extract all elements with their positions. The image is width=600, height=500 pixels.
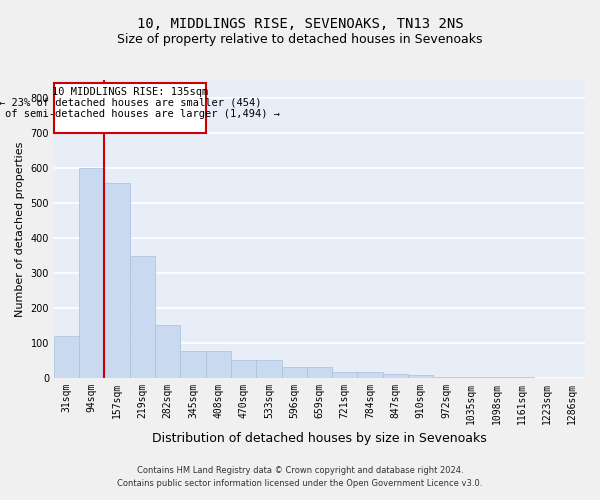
Bar — [307, 367, 332, 378]
X-axis label: Distribution of detached houses by size in Sevenoaks: Distribution of detached houses by size … — [152, 432, 487, 445]
Bar — [458, 377, 484, 378]
Bar — [181, 352, 206, 378]
Text: 76% of semi-detached houses are larger (1,494) →: 76% of semi-detached houses are larger (… — [0, 108, 280, 118]
Bar — [54, 336, 79, 378]
Bar — [104, 184, 130, 378]
Text: Contains HM Land Registry data © Crown copyright and database right 2024.
Contai: Contains HM Land Registry data © Crown c… — [118, 466, 482, 487]
Bar — [231, 360, 256, 378]
Text: 10, MIDDLINGS RISE, SEVENOAKS, TN13 2NS: 10, MIDDLINGS RISE, SEVENOAKS, TN13 2NS — [137, 18, 463, 32]
FancyBboxPatch shape — [55, 83, 206, 133]
Bar — [206, 352, 231, 378]
Text: 10 MIDDLINGS RISE: 135sqm: 10 MIDDLINGS RISE: 135sqm — [52, 87, 208, 97]
Bar — [130, 256, 155, 378]
Y-axis label: Number of detached properties: Number of detached properties — [15, 141, 25, 316]
Bar — [256, 360, 281, 378]
Bar — [79, 168, 104, 378]
Text: Size of property relative to detached houses in Sevenoaks: Size of property relative to detached ho… — [117, 32, 483, 46]
Bar — [433, 377, 458, 378]
Bar — [358, 372, 383, 378]
Bar — [332, 372, 358, 378]
Bar — [408, 375, 433, 378]
Bar — [383, 374, 408, 378]
Bar — [155, 325, 181, 378]
Bar — [281, 367, 307, 378]
Text: ← 23% of detached houses are smaller (454): ← 23% of detached houses are smaller (45… — [0, 98, 261, 108]
